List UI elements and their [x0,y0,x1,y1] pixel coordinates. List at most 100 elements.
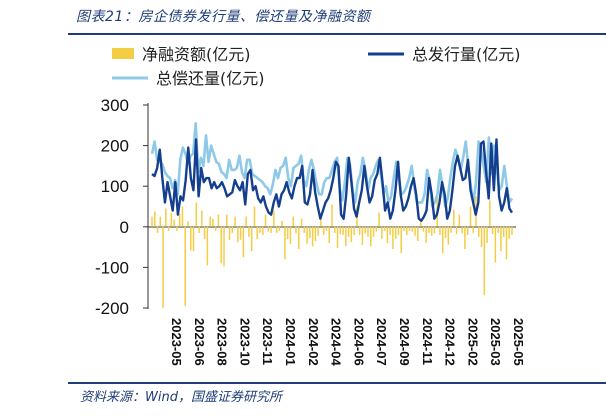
net-financing-bar [370,226,372,247]
net-financing-bar [270,226,272,233]
net-financing-bar [231,226,234,233]
net-financing-bar [483,226,486,296]
net-financing-bar [250,226,253,252]
net-financing-bar [442,226,444,254]
net-financing-bar [173,219,175,227]
net-financing-bar [317,226,319,236]
x-tick-label: 2024-02 [306,318,321,366]
x-tick-labels: 2023-05 2023-06 2023-08 2023-10 2023-11 2024-… [169,318,526,366]
series-lines [150,121,514,222]
net-financing-bar [378,212,380,227]
net-financing-bar [353,226,355,235]
net-financing-bar [176,226,178,231]
x-tick-label: 2023-06 [192,318,207,366]
net-financing-bar [480,226,483,248]
net-financing-bar [508,226,510,239]
net-financing-bar [419,219,422,227]
x-tick-label: 2024-09 [397,318,412,366]
net-financing-bar [256,226,258,239]
net-financing-bar [311,226,314,247]
net-financing-bar [201,210,203,227]
y-tick-label: -100 [95,258,129,277]
net-financing-bar [381,226,383,239]
net-financing-bar [331,204,333,227]
net-financing-bar [325,226,328,231]
legend-swatch-net [112,48,134,59]
x-tick-label: 2024-04 [329,318,344,366]
net-financing-bar [220,226,222,264]
net-financing-bar [234,216,236,227]
net-financing-bar [284,226,286,260]
net-financing-bar [342,226,344,235]
x-tick-label: 2023-11 [260,318,275,365]
net-financing-bar [486,226,488,244]
net-financing-bar [458,214,461,227]
net-financing-bar [397,226,400,235]
y-tick-label: 100 [101,177,129,196]
net-financing-bar [295,226,297,234]
net-financing-bar [275,226,278,233]
net-financing-bar [489,200,491,227]
net-financing-bar [361,226,364,246]
net-financing-bar [430,226,433,236]
net-financing-bar [400,226,402,254]
net-financing-bar [262,226,264,235]
net-financing-bar [306,226,308,244]
net-financing-bar [237,226,239,243]
net-financing-bar [167,226,170,231]
net-financing-bar [494,226,497,263]
net-financing-bar [228,226,231,241]
net-financing-bar [314,226,317,242]
x-tick-label: 2025-05 [511,318,526,366]
net-financing-bar [253,206,256,227]
legend-label-net: 净融资额(亿元) [142,45,251,64]
net-financing-bar [464,226,466,250]
net-financing-bar [192,226,195,252]
net-financing-bar [334,226,336,233]
net-financing-bar [165,208,167,227]
net-financing-bar [367,226,369,237]
net-financing-bar [411,226,414,232]
net-financing-bar [417,226,419,242]
net-financing-bar [214,226,217,231]
figure-title: 图表21：房企债券发行量、偿还量及净融资额 [76,9,371,25]
bottom-rule [68,382,606,384]
x-tick-label: 2024-07 [374,318,389,366]
x-tick-label: 2024-06 [351,318,366,366]
net-financing-bar [447,226,450,245]
net-financing-bar [450,226,452,233]
net-financing-bar [461,226,463,234]
net-financing-bar [181,206,184,227]
net-financing-bar [195,202,198,227]
x-tick-label: 2024-12 [443,318,458,366]
net-financing-bar [386,226,389,244]
net-financing-bar [358,226,361,235]
net-financing-bar [428,226,430,233]
net-financing-bar [273,210,275,227]
net-financing-bar [245,216,247,227]
net-financing-bar [178,213,181,227]
net-financing-bar [209,216,211,227]
net-financing-bar [466,226,469,235]
legend-label-repay: 总偿还量(亿元) [156,69,265,88]
net-financing-bar [212,218,214,227]
y-tick-label: -200 [95,299,129,318]
y-tick-label: 200 [101,137,129,156]
net-financing-bar [511,226,513,235]
net-financing-bar [159,216,162,227]
net-financing-bar [336,226,339,248]
net-financing-bar [375,226,378,232]
net-financing-bar [394,226,397,239]
net-financing-bar [154,211,156,227]
y-tick-label: 300 [101,96,129,115]
net-financing-bar [162,226,164,308]
x-tick-label: 2024-01 [283,318,298,366]
net-financing-bar [478,226,480,237]
net-financing-bar [453,209,455,227]
net-financing-bar [497,226,499,233]
net-financing-bar [505,226,508,260]
x-tick-label: 2023-08 [215,318,230,366]
x-tick-label: 2024-11 [420,318,435,365]
x-tick-label: 2023-05 [169,318,184,366]
net-financing-bar [289,226,292,244]
